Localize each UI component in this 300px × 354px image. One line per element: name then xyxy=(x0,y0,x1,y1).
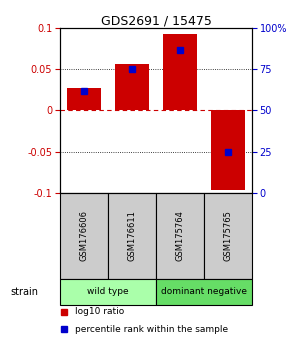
Text: GSM175765: GSM175765 xyxy=(224,210,232,261)
Bar xyxy=(156,193,204,279)
Text: percentile rank within the sample: percentile rank within the sample xyxy=(75,325,229,334)
Bar xyxy=(108,193,156,279)
Text: GSM175764: GSM175764 xyxy=(176,210,184,261)
Text: log10 ratio: log10 ratio xyxy=(75,308,124,316)
Text: strain: strain xyxy=(11,287,38,297)
Title: GDS2691 / 15475: GDS2691 / 15475 xyxy=(100,14,212,27)
Bar xyxy=(163,34,197,110)
Bar xyxy=(60,279,156,305)
Text: GSM176606: GSM176606 xyxy=(80,210,88,261)
Text: wild type: wild type xyxy=(87,287,129,296)
Text: dominant negative: dominant negative xyxy=(161,287,247,296)
Bar xyxy=(211,110,245,190)
Bar xyxy=(204,193,252,279)
Text: GSM176611: GSM176611 xyxy=(128,210,136,261)
Bar xyxy=(115,64,149,110)
Bar xyxy=(67,88,101,110)
Bar xyxy=(60,193,108,279)
Bar xyxy=(156,279,252,305)
